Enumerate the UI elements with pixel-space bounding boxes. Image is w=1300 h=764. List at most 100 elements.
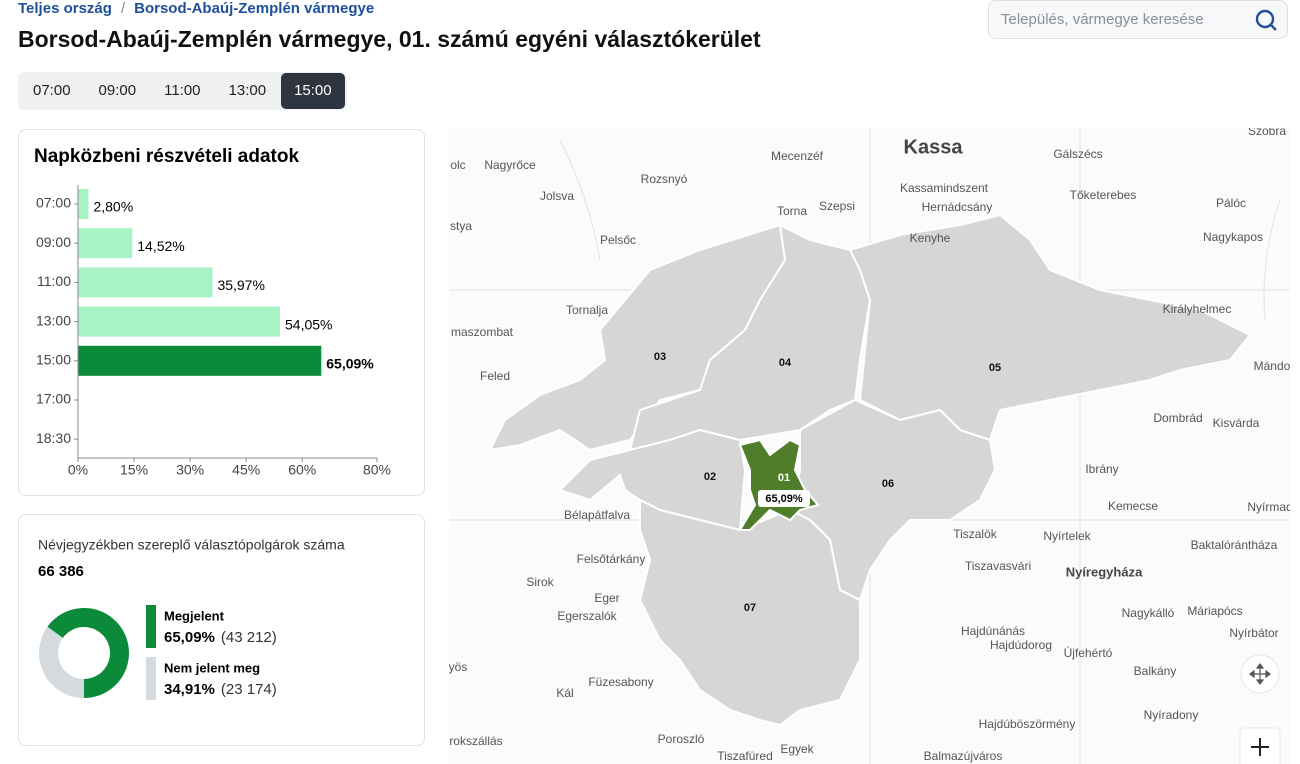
place-label: Nyírmad: [1247, 500, 1290, 514]
search-box[interactable]: Település, vármegye keresése: [988, 0, 1288, 39]
place-label: Füzesabony: [588, 675, 653, 689]
place-label: Jolsva: [540, 189, 574, 203]
legend-count: (23 174): [221, 681, 277, 698]
time-tab[interactable]: 09:00: [98, 82, 137, 99]
place-label: Kenyhe: [910, 231, 951, 245]
place-label: Torna: [777, 204, 807, 218]
y-tick-label: 11:00: [37, 273, 71, 289]
district-label: 02: [704, 471, 716, 483]
legend-swatch: [146, 657, 156, 700]
place-label: Szepsi: [819, 199, 855, 213]
place-label: Eger: [594, 591, 619, 605]
place-label: Nyírtelek: [1043, 529, 1091, 543]
registry-label: Névjegyzékben szereplő választópolgárok …: [38, 537, 345, 553]
place-label: Felsőtárkány: [577, 552, 646, 566]
bar: [78, 345, 322, 376]
place-label: Nyírbátor: [1229, 626, 1278, 640]
bar-label: 14,52%: [137, 238, 184, 254]
place-label: Kisvárda: [1213, 416, 1260, 430]
time-tab[interactable]: 13:00: [228, 82, 267, 99]
y-tick-label: 07:00: [36, 195, 71, 211]
place-label: Tiszalök: [953, 527, 998, 541]
place-label: Baktalórántháza: [1191, 538, 1278, 552]
legend-label: Nem jelent meg: [164, 660, 260, 675]
district-label: 03: [654, 351, 666, 363]
zoom-in-icon: [1251, 738, 1269, 756]
place-label: Balkány: [1134, 664, 1177, 678]
place-label: Rozsnyó: [641, 172, 688, 186]
bar: [78, 228, 133, 259]
place-label: Poroszló: [658, 732, 705, 746]
time-tab[interactable]: 07:00: [33, 82, 71, 99]
districts: [488, 213, 1252, 727]
place-label: Pelsőc: [600, 233, 636, 247]
district-label: 04: [779, 357, 792, 369]
map[interactable]: Kassa Mecenzéf Gálszécs Nagyrőce Rozsnyó Kass…: [449, 128, 1290, 764]
recenter-icon: [1249, 663, 1271, 685]
place-label: Balmazújváros: [924, 749, 1003, 763]
page-title: Borsod-Abaúj-Zemplén vármegye, 01. számú…: [18, 26, 761, 52]
legend-value: 65,09% (43 212): [164, 629, 277, 646]
breadcrumb: Teljes ország / Borsod-Abaúj-Zemplén vár…: [18, 0, 374, 17]
x-tick-label: 0%: [68, 462, 88, 478]
place-label: Nyíregyháza: [1066, 564, 1143, 579]
place-label: Kassamindszent: [900, 181, 989, 195]
place-label: Kemecse: [1108, 499, 1158, 513]
place-label: Újfehértó: [1064, 645, 1113, 660]
time-tab[interactable]: 11:00: [164, 82, 201, 99]
y-tick-label: 09:00: [36, 234, 71, 250]
x-tick-label: 15%: [120, 462, 148, 478]
legend-label: Megjelent: [164, 608, 225, 623]
district-label: 05: [989, 362, 1001, 374]
time-tab[interactable]: 15:00: [281, 73, 345, 109]
legend-count: (43 212): [221, 629, 277, 646]
place-labels: Kassa Mecenzéf Gálszécs Nagyrőce Rozsnyó Kass…: [449, 128, 1290, 763]
bar-label: 35,97%: [217, 277, 264, 293]
time-tabs: 07:00 09:00 11:00 13:00 15:00: [18, 72, 347, 110]
charts: Napközbeni részvételi adatok Névjegyzékb…: [34, 146, 391, 700]
bar: [78, 306, 281, 337]
place-label: stya: [450, 219, 472, 233]
bar: [78, 267, 213, 298]
place-label: rokszállás: [449, 734, 502, 748]
place-label: Tornalja: [566, 303, 608, 317]
search-placeholder: Település, vármegye keresése: [1001, 11, 1204, 28]
place-label: Sirok: [526, 575, 554, 589]
y-tick-label: 13:00: [36, 312, 71, 328]
place-label: Nagykálló: [1122, 606, 1175, 620]
registry-card: [18, 514, 425, 746]
place-label: Ibrány: [1085, 462, 1118, 476]
search-icon[interactable]: [1255, 9, 1279, 33]
district[interactable]: [638, 498, 861, 727]
legend-swatch: [146, 605, 156, 648]
place-label: Tiszavasvári: [965, 559, 1031, 573]
x-tick-label: 80%: [363, 462, 391, 478]
district-value: 65,09%: [765, 493, 803, 505]
district-labels: 01 02 03 04 05 06 07 65,09%: [654, 351, 1001, 614]
place-label: Bélapátfalva: [564, 508, 630, 522]
place-label: olc: [450, 158, 465, 172]
registry-total: 66 386: [38, 563, 84, 580]
place-label: Pálóc: [1216, 196, 1246, 210]
place-label: Hajdúböszörmény: [979, 717, 1076, 731]
bar-label: 65,09%: [326, 356, 374, 372]
bar-label: 54,05%: [285, 316, 332, 332]
x-tick-label: 45%: [232, 462, 260, 478]
place-label: Kassa: [904, 136, 964, 158]
place-label: Tiszafüred: [717, 749, 773, 763]
place-label: Egerszalók: [557, 609, 617, 623]
bar-label: 2,80%: [93, 199, 133, 215]
breadcrumb-link[interactable]: Teljes ország: [18, 0, 112, 17]
bar: [78, 189, 89, 219]
place-label: Dombrád: [1153, 411, 1202, 425]
district-selected[interactable]: [738, 438, 820, 531]
place-label: Hajdúnánás: [961, 624, 1025, 638]
place-label: Hajdúdorog: [990, 638, 1052, 652]
place-label: Mándo: [1254, 359, 1290, 373]
legend-percent: 34,91%: [164, 681, 215, 698]
donut-slice: [47, 608, 130, 698]
breadcrumb-link[interactable]: Borsod-Abaúj-Zemplén vármegye: [134, 0, 375, 17]
district[interactable]: [488, 223, 787, 452]
place-label: maszombat: [451, 325, 514, 339]
